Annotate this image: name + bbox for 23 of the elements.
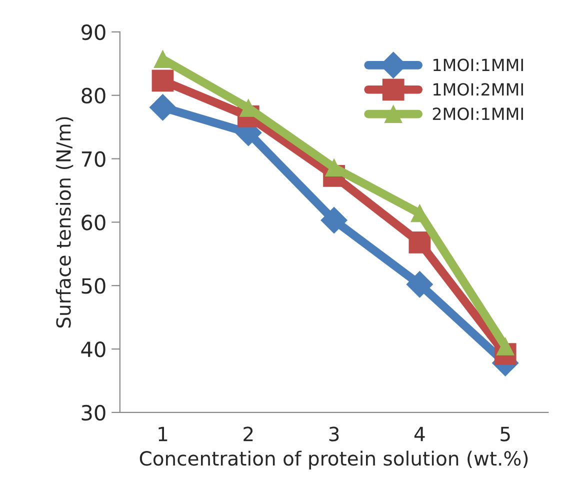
y-tick-label: 80: [82, 88, 106, 104]
legend-label: 1MOI:2MMI: [434, 83, 523, 96]
y-tick-label: 40: [81, 341, 106, 358]
point: [154, 50, 172, 68]
point: [320, 206, 348, 234]
point: [406, 271, 433, 298]
y-tick-label: 90: [82, 24, 106, 40]
point: [408, 232, 431, 254]
y-tick-label: 70: [82, 151, 106, 167]
point: [152, 70, 174, 92]
x-tick-label: 4: [414, 426, 425, 442]
y-tick-label: 30: [82, 404, 106, 421]
y-tick-label: 50: [82, 278, 106, 294]
x-tick-label: 5: [500, 426, 510, 442]
legend-label: 1MOI:1MMI: [434, 58, 523, 72]
y-tick-label: 60: [82, 214, 106, 230]
x-tick-label: 2: [244, 426, 253, 442]
legend-label: 2MOI:1MMI: [432, 108, 523, 120]
x-axis-title: Concentration of protein solution (wt.%): [140, 450, 528, 470]
point: [149, 94, 176, 121]
x-tick-label: 1: [158, 426, 168, 442]
y-axis-title: Surface tension (N/m): [56, 117, 74, 328]
x-tick-label: 3: [329, 426, 339, 442]
